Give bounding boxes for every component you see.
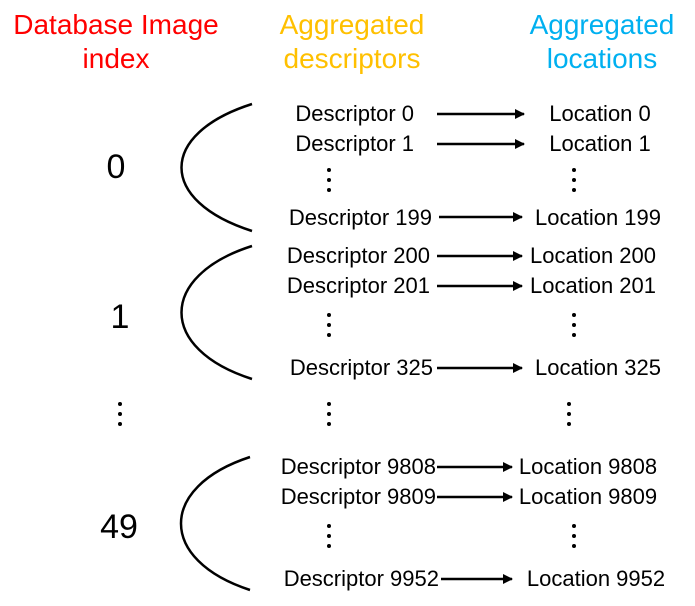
descriptor-label: Descriptor 199 xyxy=(288,205,432,230)
location-label: Location 0 xyxy=(549,101,651,126)
header-locations-line1: Aggregated xyxy=(529,9,675,40)
location-label: Location 199 xyxy=(535,205,661,230)
descriptor-label: Descriptor 1 xyxy=(295,131,414,156)
ellipsis-vertical xyxy=(571,524,577,554)
location-label: Location 9809 xyxy=(518,484,658,509)
location-label: Location 325 xyxy=(535,355,661,380)
header-database-image-index: Database Image index xyxy=(0,8,232,76)
ellipsis-vertical xyxy=(326,524,332,554)
ellipsis-vertical xyxy=(326,313,332,343)
ellipsis-vertical xyxy=(571,168,577,198)
descriptor-label: Descriptor 9952 xyxy=(283,566,439,591)
header-index-line2: index xyxy=(82,43,150,74)
header-aggregated-locations: Aggregated locations xyxy=(512,8,692,76)
descriptor-label: Descriptor 200 xyxy=(286,243,430,268)
location-label: Location 9952 xyxy=(526,566,666,591)
descriptor-label: Descriptor 0 xyxy=(295,101,414,126)
grouping-brace xyxy=(179,455,251,592)
grouping-brace xyxy=(180,102,253,233)
header-descriptors-line1: Aggregated xyxy=(279,9,425,40)
location-label: Location 9808 xyxy=(518,454,658,479)
header-index-line1: Database Image xyxy=(13,9,219,40)
header-aggregated-descriptors: Aggregated descriptors xyxy=(262,8,442,76)
descriptor-label: Descriptor 325 xyxy=(289,355,433,380)
grouping-brace xyxy=(180,244,253,381)
header-locations-line2: locations xyxy=(546,43,658,74)
descriptor-label: Descriptor 9808 xyxy=(280,454,436,479)
ellipsis-vertical xyxy=(326,402,332,432)
location-label: Location 200 xyxy=(530,243,656,268)
location-label: Location 1 xyxy=(549,131,651,156)
descriptor-label: Descriptor 9809 xyxy=(280,484,436,509)
ellipsis-vertical xyxy=(326,168,332,198)
location-label: Location 201 xyxy=(530,273,656,298)
ellipsis-vertical xyxy=(117,402,123,432)
image-index-1: 1 xyxy=(110,298,130,336)
image-index-49: 49 xyxy=(100,508,138,546)
descriptor-label: Descriptor 201 xyxy=(286,273,430,298)
ellipsis-vertical xyxy=(566,402,572,432)
ellipsis-vertical xyxy=(571,313,577,343)
image-index-0: 0 xyxy=(106,148,126,186)
header-descriptors-line2: descriptors xyxy=(283,43,421,74)
